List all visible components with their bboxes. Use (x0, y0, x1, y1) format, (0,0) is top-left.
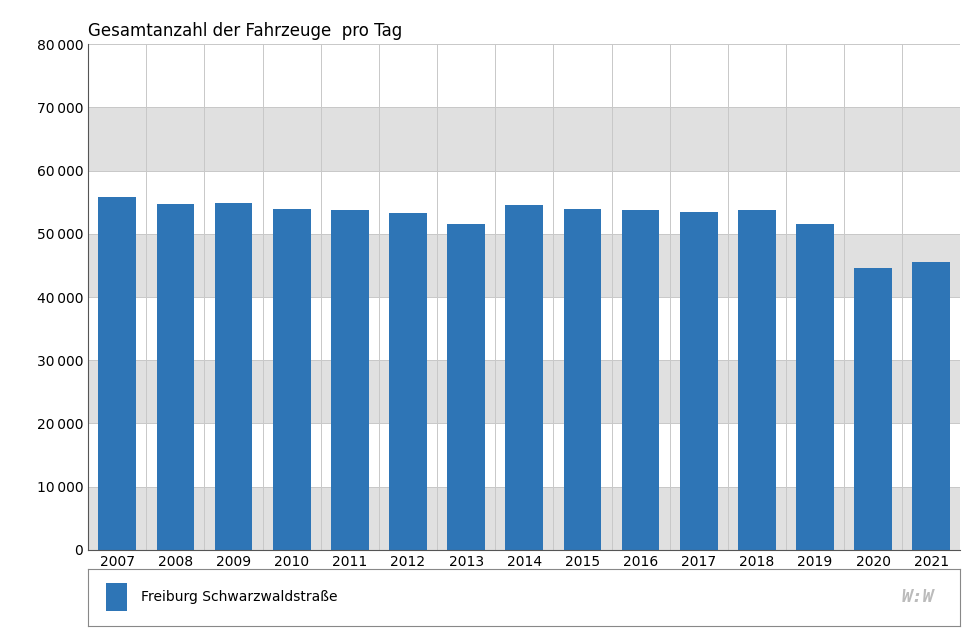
Bar (157, 204, 194, 550)
Bar (564, 209, 602, 550)
Bar (389, 213, 427, 550)
FancyBboxPatch shape (106, 583, 127, 612)
Bar (88, 360, 960, 423)
Bar (88, 107, 960, 171)
Bar (680, 212, 717, 550)
Text: W:W: W:W (902, 588, 934, 606)
Bar (796, 224, 834, 550)
Bar (88, 487, 960, 550)
Text: Freiburg Schwarzwaldstraße: Freiburg Schwarzwaldstraße (140, 590, 337, 604)
Bar (912, 262, 951, 550)
Bar (855, 268, 892, 550)
Bar (98, 197, 136, 550)
Bar (738, 210, 776, 550)
Text: Gesamtanzahl der Fahrzeuge  pro Tag: Gesamtanzahl der Fahrzeuge pro Tag (88, 22, 403, 40)
Bar (506, 205, 543, 550)
Bar (447, 224, 485, 550)
Bar (272, 209, 311, 550)
Bar (331, 210, 368, 550)
Bar (215, 203, 253, 550)
Bar (88, 234, 960, 297)
Bar (621, 210, 660, 550)
